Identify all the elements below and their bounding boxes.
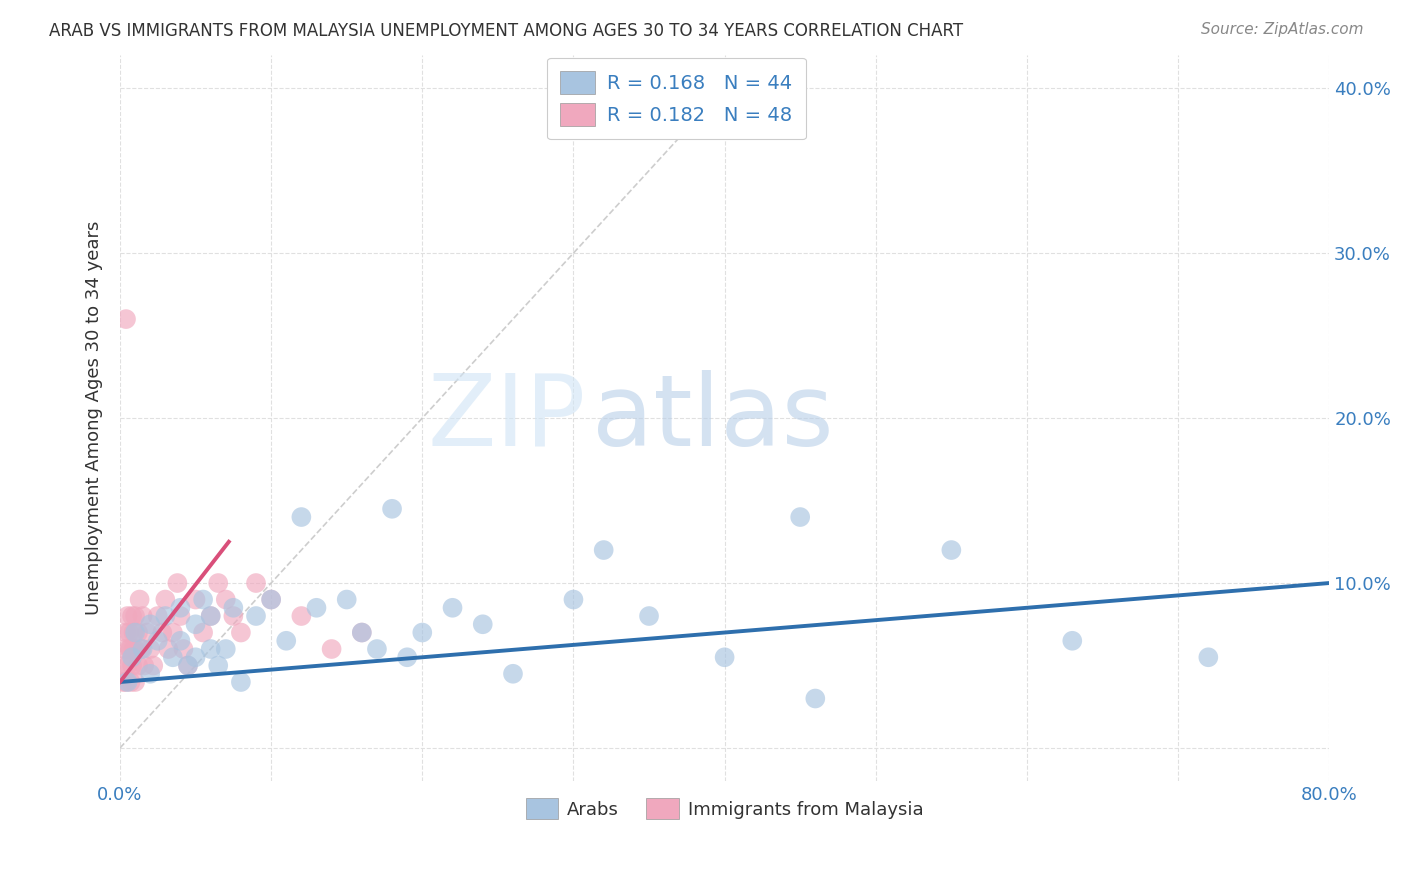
Point — [128, 592, 150, 607]
Point — [411, 625, 433, 640]
Point — [200, 642, 222, 657]
Point — [350, 625, 373, 640]
Point — [215, 642, 238, 657]
Point — [1197, 650, 1219, 665]
Point — [471, 617, 494, 632]
Point — [562, 592, 585, 607]
Point — [124, 625, 146, 640]
Point — [713, 650, 735, 665]
Point — [592, 543, 614, 558]
Point — [305, 600, 328, 615]
Point — [177, 658, 200, 673]
Point — [155, 592, 177, 607]
Point — [139, 617, 162, 632]
Point — [121, 609, 143, 624]
Point — [381, 501, 404, 516]
Point — [184, 650, 207, 665]
Point — [200, 609, 222, 624]
Point — [139, 642, 162, 657]
Point — [215, 592, 238, 607]
Point — [115, 675, 138, 690]
Point — [114, 658, 136, 673]
Point — [115, 312, 138, 326]
Point — [122, 642, 145, 657]
Point — [260, 592, 283, 607]
Point — [117, 658, 139, 673]
Point — [169, 600, 191, 615]
Point — [162, 625, 184, 640]
Point — [118, 625, 141, 640]
Point — [134, 658, 156, 673]
Point — [245, 576, 267, 591]
Point — [136, 625, 159, 640]
Point — [941, 543, 963, 558]
Point — [222, 609, 245, 624]
Point — [142, 658, 165, 673]
Point — [115, 625, 138, 640]
Point — [260, 592, 283, 607]
Point — [350, 625, 373, 640]
Point — [169, 633, 191, 648]
Point — [245, 609, 267, 624]
Point — [121, 650, 143, 665]
Point — [200, 609, 222, 624]
Point — [157, 642, 180, 657]
Point — [129, 642, 152, 657]
Point — [502, 666, 524, 681]
Point — [396, 650, 419, 665]
Point — [184, 592, 207, 607]
Point — [166, 576, 188, 591]
Point — [177, 658, 200, 673]
Point — [336, 592, 359, 607]
Point — [150, 625, 173, 640]
Point — [229, 625, 252, 640]
Point — [117, 609, 139, 624]
Point — [207, 658, 229, 673]
Point — [184, 617, 207, 632]
Text: ZIP: ZIP — [427, 369, 585, 467]
Point — [321, 642, 343, 657]
Text: ARAB VS IMMIGRANTS FROM MALAYSIA UNEMPLOYMENT AMONG AGES 30 TO 34 YEARS CORRELAT: ARAB VS IMMIGRANTS FROM MALAYSIA UNEMPLO… — [49, 22, 963, 40]
Point — [120, 642, 142, 657]
Point — [290, 510, 312, 524]
Point — [131, 642, 153, 657]
Text: atlas: atlas — [592, 369, 834, 467]
Point — [122, 625, 145, 640]
Text: Source: ZipAtlas.com: Source: ZipAtlas.com — [1201, 22, 1364, 37]
Point — [229, 675, 252, 690]
Point — [172, 642, 194, 657]
Y-axis label: Unemployment Among Ages 30 to 34 years: Unemployment Among Ages 30 to 34 years — [86, 221, 103, 615]
Point — [139, 666, 162, 681]
Point — [124, 675, 146, 690]
Point — [1062, 633, 1084, 648]
Point — [117, 675, 139, 690]
Point — [191, 592, 214, 607]
Point — [131, 609, 153, 624]
Point — [121, 658, 143, 673]
Point — [127, 658, 149, 673]
Point — [124, 609, 146, 624]
Point — [191, 625, 214, 640]
Point — [155, 609, 177, 624]
Point — [114, 642, 136, 657]
Point — [290, 609, 312, 624]
Point — [789, 510, 811, 524]
Point — [169, 609, 191, 624]
Point — [441, 600, 464, 615]
Point — [162, 650, 184, 665]
Point — [127, 625, 149, 640]
Legend: Arabs, Immigrants from Malaysia: Arabs, Immigrants from Malaysia — [519, 791, 931, 826]
Point — [276, 633, 298, 648]
Point — [118, 642, 141, 657]
Point — [638, 609, 661, 624]
Point — [366, 642, 388, 657]
Point — [111, 675, 134, 690]
Point — [222, 600, 245, 615]
Point — [804, 691, 827, 706]
Point — [146, 633, 169, 648]
Point — [146, 609, 169, 624]
Point — [207, 576, 229, 591]
Point — [120, 675, 142, 690]
Point — [124, 642, 146, 657]
